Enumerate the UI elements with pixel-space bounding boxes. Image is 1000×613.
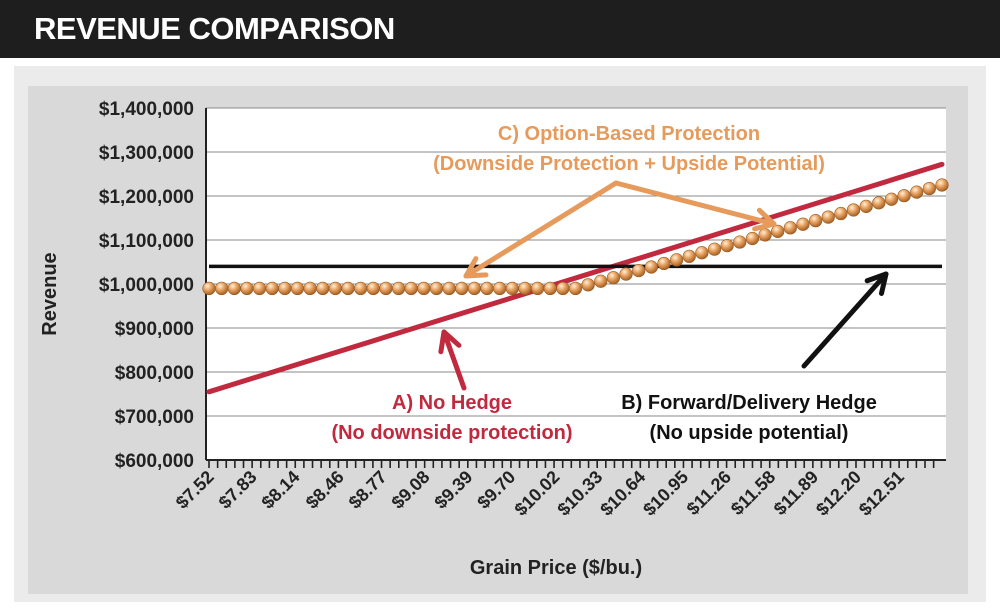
option-marker (265, 281, 279, 295)
option-marker (910, 185, 924, 199)
option-marker (215, 281, 229, 295)
option-arrow-left (463, 180, 619, 279)
option-marker (505, 281, 519, 295)
option-marker (290, 281, 305, 295)
option-marker (341, 281, 355, 295)
option-marker (594, 274, 608, 288)
option-marker (745, 231, 760, 246)
no-hedge-line (206, 161, 945, 395)
option-marker (922, 181, 936, 196)
option-marker (670, 253, 684, 267)
option-marker (771, 224, 785, 238)
option-marker (846, 203, 861, 217)
option-marker (227, 281, 241, 295)
option-arrow-left-shaft (463, 180, 619, 279)
option-marker (366, 281, 380, 295)
option-marker (859, 199, 873, 213)
option-annotation: C) Option-Based Protection (498, 123, 760, 145)
y-tick-label: $800,000 (115, 363, 194, 384)
option-marker (316, 281, 330, 295)
option-arrow-left-head (463, 256, 489, 279)
option-marker (404, 281, 418, 295)
option-marker (328, 281, 342, 295)
no-hedge-arrow-head (438, 329, 462, 355)
option-marker (733, 235, 747, 249)
y-tick-label: $1,200,000 (99, 187, 194, 208)
option-marker (252, 281, 267, 295)
no-hedge-annotation: A) No Hedge (392, 392, 512, 414)
option-marker (606, 271, 621, 285)
forward-hedge-arrow (801, 271, 889, 369)
forward-hedge-arrow-head (864, 271, 889, 296)
forward-hedge-arrow-shaft (801, 271, 889, 369)
forward-hedge-annotation: B) Forward/Delivery Hedge (621, 392, 877, 414)
option-marker (758, 228, 772, 242)
option-marker (935, 178, 949, 192)
option-marker (834, 206, 848, 221)
option-marker (543, 281, 557, 295)
option-marker (783, 221, 797, 235)
option-marker (657, 256, 671, 271)
y-tick-label: $1,400,000 (99, 99, 194, 120)
option-arrow-right-head (752, 207, 777, 232)
y-axis-title: Revenue (39, 252, 61, 335)
option-marker (897, 189, 911, 203)
chart-panel: $600,000 $700,000 $800,000 $900,000 $1,000,0… (14, 66, 986, 602)
option-marker (530, 281, 545, 295)
option-marker (682, 249, 696, 263)
no-hedge-arrow-shaft (441, 329, 467, 391)
y-tick-label: $1,100,000 (99, 231, 194, 252)
option-marker (884, 192, 899, 206)
page-title: REVENUE COMPARISON (34, 11, 395, 46)
option-annotation: (Downside Protection + Upside Potential) (433, 153, 825, 175)
y-tick-label: $1,300,000 (99, 143, 194, 164)
no-hedge-annotation: (No downside protection) (331, 422, 572, 444)
option-marker (240, 281, 254, 295)
y-tick-label: $900,000 (115, 319, 194, 340)
option-marker (354, 281, 368, 295)
y-tick-label: $700,000 (115, 407, 194, 428)
y-tick-label: $600,000 (115, 451, 194, 472)
y-tick-label: $1,000,000 (99, 275, 194, 296)
option-marker (278, 281, 292, 295)
option-marker (821, 210, 835, 224)
option-marker (796, 217, 810, 231)
option-marker (467, 281, 481, 295)
option-marker (417, 281, 431, 295)
option-marker (480, 281, 494, 295)
option-marker (429, 281, 444, 295)
option-marker (632, 263, 646, 278)
option-marker (379, 281, 393, 295)
option-marker (493, 281, 507, 295)
option-marker (202, 281, 216, 295)
option-arrow-right (613, 180, 777, 232)
option-marker (581, 278, 595, 292)
header-bar: REVENUE COMPARISON (0, 0, 1000, 58)
option-marker (644, 260, 658, 274)
option-marker (303, 281, 317, 295)
x-axis-title: Grain Price ($/bu.) (470, 557, 642, 579)
option-marker (518, 281, 532, 295)
option-marker (695, 246, 709, 260)
option-marker (720, 239, 734, 253)
forward-hedge-annotation: (No upside potential) (650, 422, 849, 444)
option-arrow-right-shaft (613, 180, 777, 227)
option-marker (391, 281, 406, 295)
option-marker (568, 281, 583, 295)
option-marker (809, 214, 823, 228)
option-marker (556, 281, 570, 295)
option-marker (707, 242, 722, 256)
option-marker (872, 196, 886, 210)
revenue-chart: $600,000 $700,000 $800,000 $900,000 $1,000,0… (28, 86, 968, 594)
option-marker (619, 267, 633, 281)
option-marker (442, 281, 456, 295)
no-hedge-arrow (438, 329, 467, 391)
option-marker (455, 281, 469, 295)
